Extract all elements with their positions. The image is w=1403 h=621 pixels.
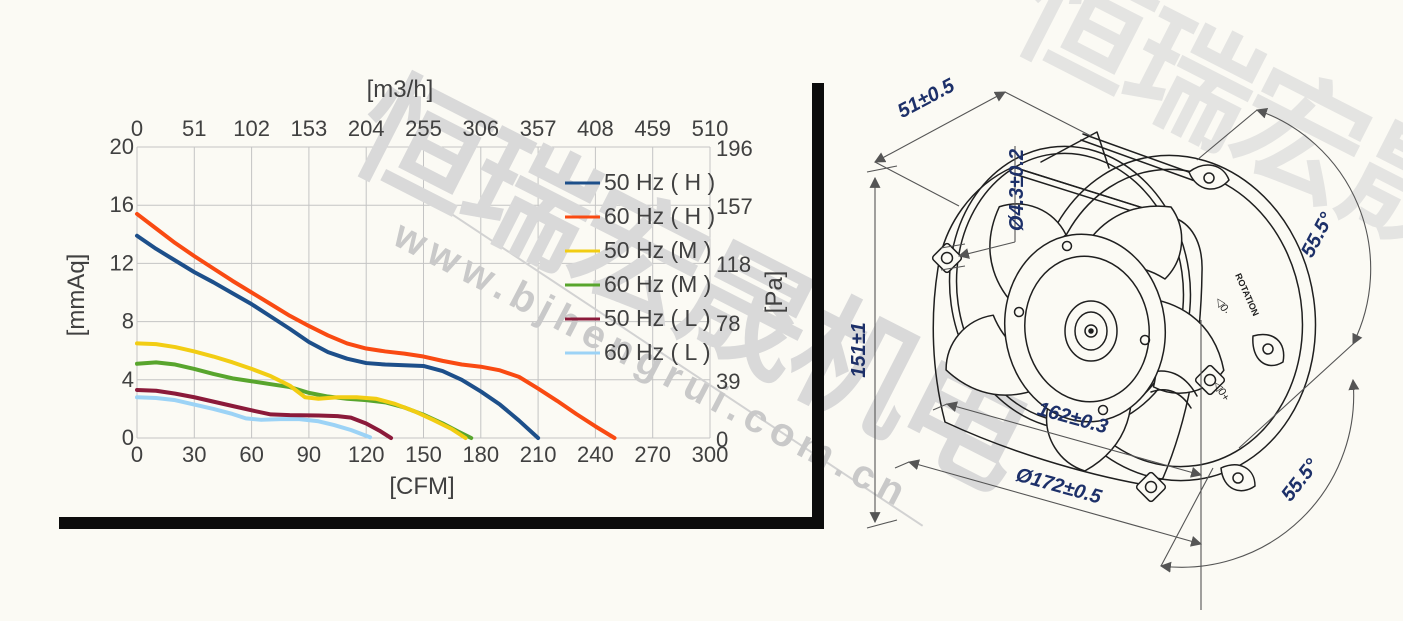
- x-axis-top-tick-label: 51: [182, 116, 206, 141]
- y-axis-left-tick-label: 0: [122, 425, 134, 450]
- dim-angle-top: 55.5°: [1297, 208, 1339, 261]
- y-axis-left-tick-label: 4: [122, 367, 134, 392]
- curve-50hz(l): [135, 387, 394, 440]
- chart-legend: 50 Hz ( H ) 60 Hz ( H ) 50 Hz (M ) 60 Hz (M…: [565, 169, 715, 365]
- y-axis-right-tick-label: 78: [716, 311, 740, 336]
- fan-rim-text: ROTATION: [1233, 272, 1261, 318]
- left-axis-unit-label: [mmAq]: [63, 254, 90, 337]
- x-axis-top-tick-label: 510: [692, 116, 729, 141]
- x-axis-bottom-tick-label: 240: [577, 442, 614, 467]
- y-axis-left-tick-label: 12: [110, 250, 134, 275]
- fan-isometric-body: ROTATION ◁0· ◁0+: [931, 131, 1317, 503]
- dim-hole-diameter: Ø4.3±0.2: [1006, 149, 1028, 231]
- x-axis-top-tick-label: 102: [233, 116, 270, 141]
- panel-frame-vertical-bar: [812, 83, 824, 529]
- x-axis-top-tick-label: 459: [634, 116, 671, 141]
- dim-angle-bottom: 55.5°: [1277, 454, 1324, 505]
- legend-label: 50 Hz (M ): [604, 237, 711, 263]
- legend-label: 60 Hz ( L ): [604, 339, 711, 365]
- fan-dimension-drawing: ROTATION ◁0· ◁0+ 51±0.5 151±1: [848, 74, 1372, 610]
- x-axis-bottom-tick-label: 60: [239, 442, 263, 467]
- y-axis-right-tick-label: 196: [716, 136, 753, 161]
- x-axis-bottom-tick-label: 0: [131, 442, 143, 467]
- fan-hub: [1003, 233, 1167, 423]
- legend-label: 60 Hz (M ): [604, 271, 711, 297]
- x-axis-top-tick-label: 255: [405, 116, 442, 141]
- curve-60hz(m): [135, 360, 474, 440]
- y-axis-left-tick-label: 20: [110, 134, 134, 159]
- x-axis-bottom-tick-label: 210: [520, 442, 557, 467]
- top-axis-unit-label: [m3/h]: [367, 76, 434, 103]
- x-axis-bottom-tick-label: 90: [297, 442, 321, 467]
- x-axis-top-tick-label: 204: [348, 116, 385, 141]
- dim-outer-diameter: Ø172±0.5: [1013, 464, 1104, 509]
- performance-curves: [135, 211, 617, 440]
- curve-60hz(h): [135, 211, 617, 440]
- x-axis-top-tick-label: 153: [291, 116, 328, 141]
- y-axis-right-tick-label: 118: [716, 252, 751, 277]
- curve-60hz(l): [135, 395, 373, 440]
- y-axis-right-tick-label: 39: [716, 369, 740, 394]
- dim-depth: 51±0.5: [894, 74, 959, 122]
- panel-frame-horizontal-bar: [59, 517, 824, 529]
- dim-height: 151±1: [848, 322, 870, 377]
- x-axis-bottom-tick-label: 150: [405, 442, 442, 467]
- fan-blade-tip: [1040, 131, 1110, 169]
- curve-50hz(h): [135, 233, 541, 440]
- flow-pressure-chart: [m3/h] [CFM] [mmAq] [Pa] 0 30 60 90 120 150 18…: [63, 76, 788, 500]
- x-axis-bottom-tick-label: 300: [692, 442, 729, 467]
- x-axis-top-tick-label: 357: [520, 116, 557, 141]
- x-axis-bottom-tick-label: 270: [634, 442, 671, 467]
- y-axis-right-tick-label: 0: [716, 427, 728, 452]
- right-axis-unit-label: [Pa]: [761, 271, 788, 314]
- legend-label: 50 Hz ( H ): [604, 169, 715, 195]
- x-axis-top-tick-label: 306: [462, 116, 499, 141]
- y-axis-right-tick-label: 157: [716, 194, 753, 219]
- x-axis-top-tick-label: 0: [131, 116, 143, 141]
- x-axis-bottom-tick-label: 180: [462, 442, 499, 467]
- x-axis-bottom-tick-label: 120: [348, 442, 385, 467]
- x-axis-top-tick-label: 408: [577, 116, 614, 141]
- y-axis-left-tick-label: 8: [122, 309, 134, 334]
- y-axis-left-tick-label: 16: [110, 192, 134, 217]
- legend-label: 60 Hz ( H ): [604, 203, 715, 229]
- x-axis-bottom-tick-label: 30: [182, 442, 206, 467]
- curve-50hz(m): [135, 341, 468, 440]
- bottom-axis-unit-label: [CFM]: [389, 473, 454, 500]
- rotation-mark-upper: ◁0·: [1212, 295, 1232, 317]
- legend-label: 50 Hz ( L ): [604, 305, 711, 331]
